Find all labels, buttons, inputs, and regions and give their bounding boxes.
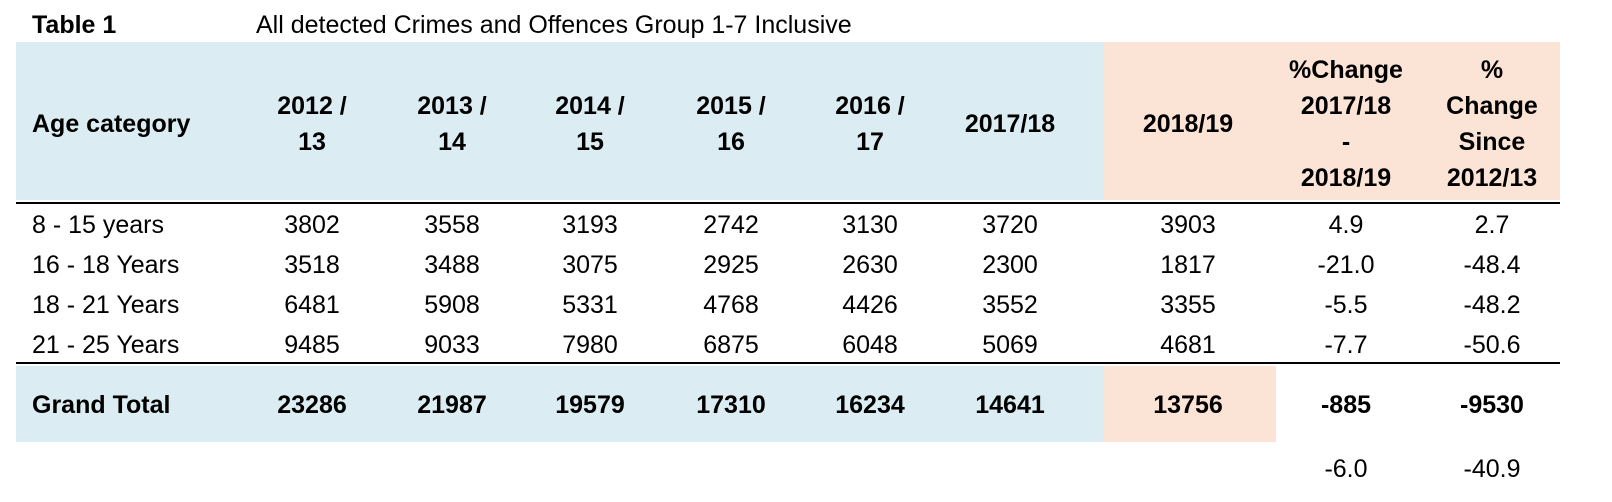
grand-total-cell: 17310 [696, 391, 766, 419]
table-cell: 2630 [842, 251, 898, 279]
header-cell-9-line-3: 2012/13 [1446, 164, 1538, 192]
header-cell-8-line-2: - [1341, 128, 1351, 156]
header-cell-9-line-1: Change [1446, 92, 1538, 120]
footer-percent-cell: -6.0 [1324, 455, 1368, 483]
table-cell: 2.7 [1474, 211, 1510, 239]
grand-total-label: Grand Total [32, 391, 171, 419]
header-cell-9-line-2: Since [1458, 128, 1526, 156]
table-cell: 1817 [1160, 251, 1216, 279]
header-cell-9-line-0: % [1480, 56, 1504, 84]
header-cell-3-line-1: 15 [576, 128, 604, 156]
grand-total-cell: -885 [1320, 391, 1372, 419]
header-cell-2-line-1: 14 [438, 128, 466, 156]
row-label: 18 - 21 Years [32, 291, 180, 319]
header-cell-3-line-0: 2014 / [555, 92, 625, 120]
header-cell-0-line-0: Age category [32, 110, 191, 138]
table-cell: 3903 [1160, 211, 1216, 239]
row-label: 21 - 25 Years [32, 331, 180, 359]
total-divider [16, 362, 1560, 364]
table-title: All detected Crimes and Offences Group 1… [256, 11, 852, 39]
header-cell-7-line-0: 2018/19 [1142, 110, 1234, 138]
grand-total-cell: 14641 [975, 391, 1045, 419]
table-cell: 3802 [284, 211, 340, 239]
table-cell: 5331 [562, 291, 618, 319]
header-cell-4-line-1: 16 [717, 128, 745, 156]
table-cell: 9033 [424, 331, 480, 359]
table-cell: 6875 [703, 331, 759, 359]
table-cell: 4426 [842, 291, 898, 319]
table-cell: 2742 [703, 211, 759, 239]
total-band-blue [16, 366, 1104, 442]
total-band-peach [1104, 366, 1276, 442]
header-cell-4-line-0: 2015 / [696, 92, 766, 120]
table-cell: 3552 [982, 291, 1038, 319]
grand-total-cell: 19579 [555, 391, 625, 419]
table-cell: 7980 [562, 331, 618, 359]
header-cell-8-line-1: 2017/18 [1300, 92, 1392, 120]
grand-total-cell: 21987 [417, 391, 487, 419]
grand-total-cell: 23286 [277, 391, 347, 419]
row-label: 16 - 18 Years [32, 251, 180, 279]
table-cell: 2925 [703, 251, 759, 279]
grand-total-cell: -9530 [1460, 391, 1524, 419]
header-cell-8-line-0: %Change [1289, 56, 1403, 84]
table-cell: 3193 [562, 211, 618, 239]
table-cell: 6048 [842, 331, 898, 359]
table-cell: 4768 [703, 291, 759, 319]
header-cell-2-line-0: 2013 / [417, 92, 487, 120]
table-cell: 3355 [1160, 291, 1216, 319]
footer-percent-cell: -40.9 [1463, 455, 1521, 483]
table-cell: 3720 [982, 211, 1038, 239]
table-cell: 3075 [562, 251, 618, 279]
table-cell: -21.0 [1317, 251, 1375, 279]
header-cell-5-line-0: 2016 / [835, 92, 905, 120]
table-cell: 2300 [982, 251, 1038, 279]
grand-total-cell: 13756 [1153, 391, 1223, 419]
table-cell: -50.6 [1463, 331, 1521, 359]
table-cell: 4681 [1160, 331, 1216, 359]
table-cell: -48.2 [1463, 291, 1521, 319]
row-label: 8 - 15 years [32, 211, 165, 239]
table-cell: -5.5 [1324, 291, 1368, 319]
table-cell: 9485 [284, 331, 340, 359]
table-cell: -48.4 [1463, 251, 1521, 279]
table-cell: 3488 [424, 251, 480, 279]
table-cell: 6481 [284, 291, 340, 319]
grand-total-cell: 16234 [835, 391, 905, 419]
header-cell-1-line-0: 2012 / [277, 92, 347, 120]
table-cell: 4.9 [1328, 211, 1364, 239]
table-number: Table 1 [32, 11, 117, 39]
table-cell: 5069 [982, 331, 1038, 359]
header-cell-1-line-1: 13 [298, 128, 326, 156]
header-cell-8-line-3: 2018/19 [1300, 164, 1392, 192]
header-divider [16, 202, 1560, 204]
table-cell: 3558 [424, 211, 480, 239]
table-cell: 3518 [284, 251, 340, 279]
header-cell-5-line-1: 17 [856, 128, 884, 156]
table-cell: 5908 [424, 291, 480, 319]
table-cell: 3130 [842, 211, 898, 239]
header-cell-6-line-0: 2017/18 [964, 110, 1056, 138]
header-band-blue [16, 42, 1104, 200]
header-band-peach [1104, 42, 1560, 200]
table-cell: -7.7 [1324, 331, 1368, 359]
